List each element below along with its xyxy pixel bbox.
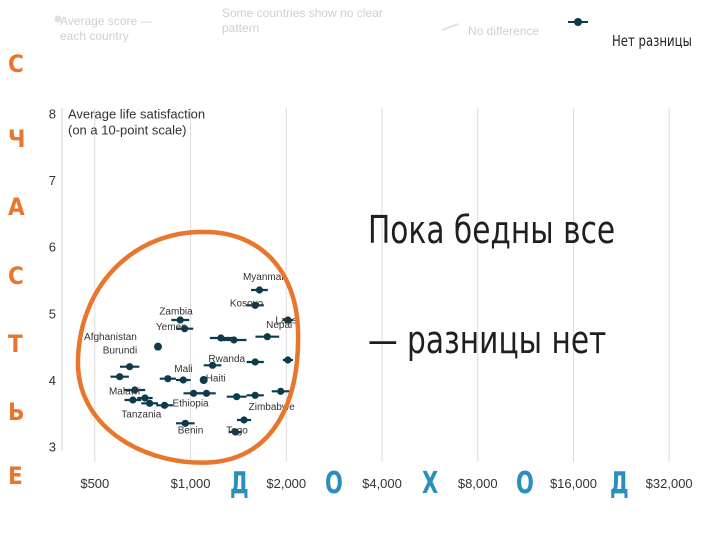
country-point — [251, 301, 259, 309]
country-point — [116, 373, 124, 381]
faded-legend-marker — [441, 23, 459, 31]
country-label: Zambia — [159, 307, 193, 318]
country-point — [277, 387, 285, 395]
country-label: Zimbabwe — [249, 402, 296, 413]
country-label: Afghanistan — [84, 332, 137, 343]
legend-marker-dot — [574, 18, 582, 26]
country-point — [164, 375, 172, 383]
country-point — [179, 376, 187, 384]
x-tick-label: $16,000 — [550, 476, 597, 491]
y-tick-label: 5 — [49, 306, 56, 321]
vertical-letter: Т — [8, 330, 23, 358]
country-point — [255, 286, 264, 294]
country-point — [230, 336, 238, 344]
faded-legend-item: Average score — each country — [60, 14, 153, 43]
vertical-letter: Е — [8, 462, 23, 490]
country-label: Rwanda — [208, 354, 245, 365]
country-point — [181, 419, 189, 427]
y-tick-label: 3 — [49, 440, 56, 455]
x-tick-label: $2,000 — [266, 476, 306, 491]
y-tick-label: 4 — [49, 373, 56, 388]
country-point — [126, 363, 134, 371]
country-point — [160, 401, 169, 409]
country-label: Yemen — [156, 322, 187, 333]
vertical-letter: Ь — [8, 398, 25, 426]
overlay-title-line1: Пока бедны все — [368, 208, 616, 252]
y-axis-label: (on a 10-point scale) — [68, 122, 187, 137]
country-point — [231, 428, 239, 436]
country-label: Mali — [174, 364, 192, 375]
country-point — [129, 396, 137, 404]
faded-legend-item: Some countries show no clear pattern — [222, 6, 383, 35]
x-tick-label: $1,000 — [171, 476, 211, 491]
country-label: Laos — [275, 315, 297, 326]
vertical-letter: С — [8, 50, 24, 78]
overlay-title-line2: — разницы нет — [368, 318, 607, 362]
country-point — [146, 399, 154, 407]
country-label: Nepal — [266, 320, 292, 331]
country-point — [208, 361, 217, 369]
vertical-letter: А — [8, 193, 25, 221]
country-label: Burundi — [103, 345, 137, 356]
country-point — [233, 393, 241, 401]
xaxis-word-letter: Д — [230, 466, 249, 501]
x-tick-label: $500 — [80, 476, 109, 491]
vertical-letter: Ч — [8, 125, 26, 153]
country-point — [181, 325, 189, 333]
y-tick-label: 7 — [49, 173, 56, 188]
x-tick-label: $8,000 — [458, 476, 498, 491]
country-label: Togo — [226, 425, 248, 436]
country-label: Ethiopia — [172, 399, 209, 410]
country-point — [199, 376, 208, 384]
y-tick-label: 8 — [49, 106, 56, 121]
y-axis-label: Average life satisfaction — [68, 106, 205, 121]
country-point — [251, 358, 259, 366]
country-point — [153, 342, 162, 351]
country-label: Kosovo — [230, 299, 264, 310]
vertical-letter: С — [8, 262, 24, 290]
country-point — [202, 389, 211, 397]
country-point — [131, 386, 139, 394]
country-point — [284, 316, 292, 324]
country-label: Tanzania — [121, 409, 161, 420]
country-label: Benin — [178, 425, 204, 436]
y-tick-label: 6 — [49, 240, 56, 255]
country-point — [284, 356, 292, 364]
x-tick-label: $4,000 — [362, 476, 402, 491]
legend-label: Нет разницы — [612, 32, 692, 50]
xaxis-word-letter: Х — [422, 466, 439, 501]
country-label: Haiti — [206, 373, 226, 384]
x-tick-label: $32,000 — [646, 476, 693, 491]
highlight-circle — [75, 229, 301, 465]
xaxis-word-letter: Д — [610, 466, 629, 501]
country-label: Myanmar — [243, 272, 285, 283]
xaxis-word-letter: О — [325, 466, 343, 501]
country-label: Malawi — [109, 387, 140, 398]
country-point — [251, 391, 259, 399]
faded-legend-marker — [54, 15, 62, 23]
faded-legend-item: No difference — [468, 24, 540, 38]
country-point — [189, 389, 198, 397]
country-point — [176, 316, 184, 324]
country-point — [141, 394, 149, 402]
country-point — [240, 416, 248, 424]
xaxis-word-letter: О — [516, 466, 534, 501]
country-point — [263, 333, 271, 341]
